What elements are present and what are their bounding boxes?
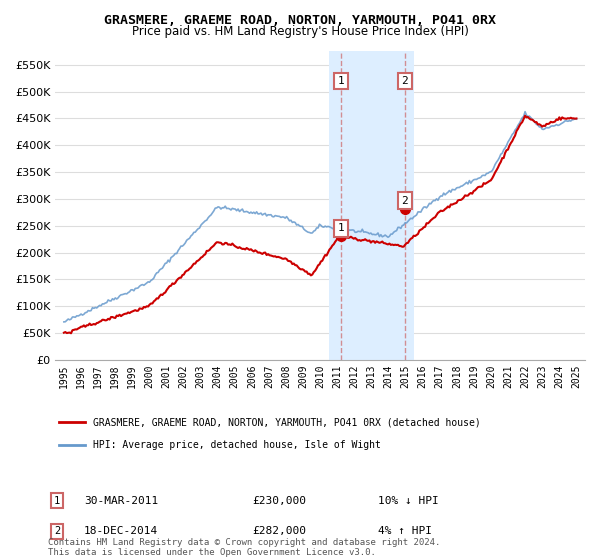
Text: HPI: Average price, detached house, Isle of Wight: HPI: Average price, detached house, Isle…: [93, 440, 381, 450]
Text: GRASMERE, GRAEME ROAD, NORTON, YARMOUTH, PO41 0RX: GRASMERE, GRAEME ROAD, NORTON, YARMOUTH,…: [104, 14, 496, 27]
Text: GRASMERE, GRAEME ROAD, NORTON, YARMOUTH, PO41 0RX (detached house): GRASMERE, GRAEME ROAD, NORTON, YARMOUTH,…: [93, 417, 481, 427]
Text: Price paid vs. HM Land Registry's House Price Index (HPI): Price paid vs. HM Land Registry's House …: [131, 25, 469, 38]
Text: 30-MAR-2011: 30-MAR-2011: [84, 496, 158, 506]
Text: 1: 1: [338, 223, 344, 234]
Text: 18-DEC-2014: 18-DEC-2014: [84, 526, 158, 536]
Text: 2: 2: [401, 76, 408, 86]
Text: £282,000: £282,000: [252, 526, 306, 536]
Text: 1: 1: [54, 496, 60, 506]
Text: 2: 2: [54, 526, 60, 536]
Text: 4% ↑ HPI: 4% ↑ HPI: [378, 526, 432, 536]
Text: 2: 2: [401, 195, 408, 206]
Text: £230,000: £230,000: [252, 496, 306, 506]
Text: 10% ↓ HPI: 10% ↓ HPI: [378, 496, 439, 506]
Bar: [329, 52, 414, 360]
Text: 1: 1: [338, 76, 344, 86]
Text: Contains HM Land Registry data © Crown copyright and database right 2024.
This d: Contains HM Land Registry data © Crown c…: [48, 538, 440, 557]
